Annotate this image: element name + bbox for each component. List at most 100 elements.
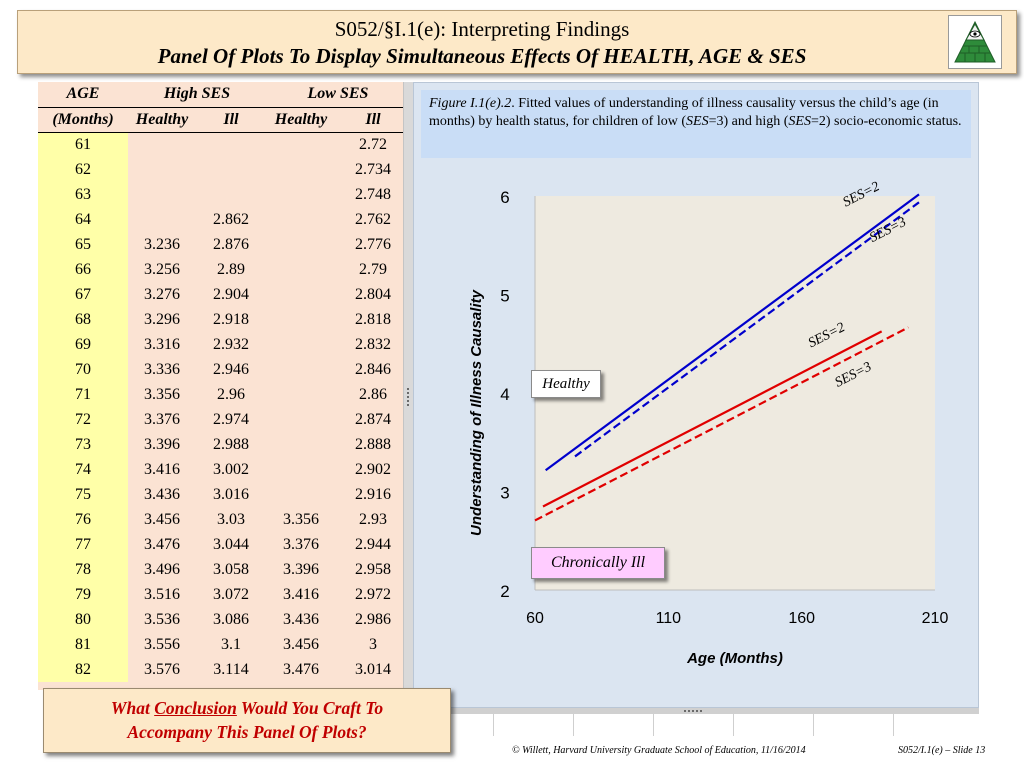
- value-cell[interactable]: 3.456: [283, 635, 319, 653]
- age-cell[interactable]: 82: [38, 657, 128, 682]
- value-cell[interactable]: 2.902: [355, 460, 391, 478]
- horizontal-grip-icon[interactable]: [684, 710, 702, 712]
- value-cell[interactable]: 2.748: [355, 185, 391, 203]
- value-cell[interactable]: [196, 132, 266, 157]
- value-cell[interactable]: 3.536: [144, 610, 180, 628]
- value-cell[interactable]: 2.762: [355, 210, 391, 228]
- value-cell[interactable]: [266, 157, 336, 182]
- value-cell[interactable]: 3.296: [144, 310, 180, 328]
- value-cell[interactable]: 2.958: [355, 560, 391, 578]
- age-cell[interactable]: 67: [38, 282, 128, 307]
- value-cell[interactable]: 2.86: [359, 385, 387, 403]
- value-cell[interactable]: [128, 207, 196, 232]
- age-cell[interactable]: 73: [38, 432, 128, 457]
- age-cell[interactable]: 62: [38, 157, 128, 182]
- value-cell[interactable]: 3.456: [144, 510, 180, 528]
- value-cell[interactable]: 2.946: [213, 360, 249, 378]
- age-cell[interactable]: 80: [38, 607, 128, 632]
- value-cell[interactable]: 2.986: [355, 610, 391, 628]
- value-cell[interactable]: 3.556: [144, 635, 180, 653]
- value-cell[interactable]: 3: [369, 635, 377, 653]
- value-cell[interactable]: 3.436: [283, 610, 319, 628]
- value-cell[interactable]: 3.416: [144, 460, 180, 478]
- value-cell[interactable]: [266, 457, 336, 482]
- age-cell[interactable]: 81: [38, 632, 128, 657]
- value-cell[interactable]: 2.734: [355, 160, 391, 178]
- age-cell[interactable]: 61: [38, 132, 128, 157]
- value-cell[interactable]: 3.376: [144, 410, 180, 428]
- value-cell[interactable]: 2.832: [355, 335, 391, 353]
- value-cell[interactable]: 2.944: [355, 535, 391, 553]
- value-cell[interactable]: 3.416: [283, 585, 319, 603]
- value-cell[interactable]: 3.396: [283, 560, 319, 578]
- value-cell[interactable]: 3.476: [283, 660, 319, 678]
- value-cell[interactable]: 3.396: [144, 435, 180, 453]
- value-cell[interactable]: [266, 257, 336, 282]
- age-cell[interactable]: 68: [38, 307, 128, 332]
- value-cell[interactable]: 2.776: [355, 235, 391, 253]
- value-cell[interactable]: 3.516: [144, 585, 180, 603]
- value-cell[interactable]: 3.476: [144, 535, 180, 553]
- value-cell[interactable]: 2.818: [355, 310, 391, 328]
- value-cell[interactable]: [266, 282, 336, 307]
- value-cell[interactable]: 2.89: [217, 260, 245, 278]
- age-cell[interactable]: 77: [38, 532, 128, 557]
- value-cell[interactable]: 3.086: [213, 610, 249, 628]
- age-cell[interactable]: 65: [38, 232, 128, 257]
- value-cell[interactable]: 3.016: [213, 485, 249, 503]
- value-cell[interactable]: [266, 132, 336, 157]
- value-cell[interactable]: 2.846: [355, 360, 391, 378]
- age-cell[interactable]: 76: [38, 507, 128, 532]
- value-cell[interactable]: [266, 182, 336, 207]
- age-cell[interactable]: 66: [38, 257, 128, 282]
- value-cell[interactable]: 3.114: [213, 660, 249, 678]
- age-cell[interactable]: 71: [38, 382, 128, 407]
- value-cell[interactable]: 2.918: [213, 310, 249, 328]
- value-cell[interactable]: 2.96: [217, 385, 245, 403]
- value-cell[interactable]: 3.058: [213, 560, 249, 578]
- value-cell[interactable]: 3.002: [213, 460, 249, 478]
- value-cell[interactable]: [266, 307, 336, 332]
- value-cell[interactable]: 2.974: [213, 410, 249, 428]
- value-cell[interactable]: 3.276: [144, 285, 180, 303]
- value-cell[interactable]: 3.1: [221, 635, 241, 653]
- value-cell[interactable]: [266, 382, 336, 407]
- value-cell[interactable]: 3.236: [144, 235, 180, 253]
- value-cell[interactable]: 2.972: [355, 585, 391, 603]
- value-cell[interactable]: 3.336: [144, 360, 180, 378]
- value-cell[interactable]: 3.356: [144, 385, 180, 403]
- age-cell[interactable]: 78: [38, 557, 128, 582]
- value-cell[interactable]: 2.72: [359, 135, 387, 153]
- value-cell[interactable]: 2.804: [355, 285, 391, 303]
- value-cell[interactable]: 3.316: [144, 335, 180, 353]
- age-cell[interactable]: 63: [38, 182, 128, 207]
- value-cell[interactable]: 3.03: [217, 510, 245, 528]
- splitter-grip-icon[interactable]: [407, 388, 409, 406]
- value-cell[interactable]: 3.436: [144, 485, 180, 503]
- value-cell[interactable]: [266, 332, 336, 357]
- value-cell[interactable]: 3.044: [213, 535, 249, 553]
- value-cell[interactable]: 2.876: [213, 235, 249, 253]
- value-cell[interactable]: [128, 132, 196, 157]
- value-cell[interactable]: [196, 182, 266, 207]
- value-cell[interactable]: 3.014: [355, 660, 391, 678]
- value-cell[interactable]: 3.072: [213, 585, 249, 603]
- value-cell[interactable]: 3.256: [144, 260, 180, 278]
- value-cell[interactable]: [196, 157, 266, 182]
- value-cell[interactable]: 2.888: [355, 435, 391, 453]
- value-cell[interactable]: [128, 182, 196, 207]
- value-cell[interactable]: 2.862: [213, 210, 249, 228]
- value-cell[interactable]: 3.356: [283, 510, 319, 528]
- value-cell[interactable]: 2.932: [213, 335, 249, 353]
- value-cell[interactable]: [266, 357, 336, 382]
- value-cell[interactable]: [266, 482, 336, 507]
- value-cell[interactable]: [266, 207, 336, 232]
- age-cell[interactable]: 75: [38, 482, 128, 507]
- value-cell[interactable]: [266, 232, 336, 257]
- value-cell[interactable]: 2.874: [355, 410, 391, 428]
- value-cell[interactable]: 2.988: [213, 435, 249, 453]
- value-cell[interactable]: [266, 407, 336, 432]
- value-cell[interactable]: [266, 432, 336, 457]
- value-cell[interactable]: 3.496: [144, 560, 180, 578]
- age-cell[interactable]: 69: [38, 332, 128, 357]
